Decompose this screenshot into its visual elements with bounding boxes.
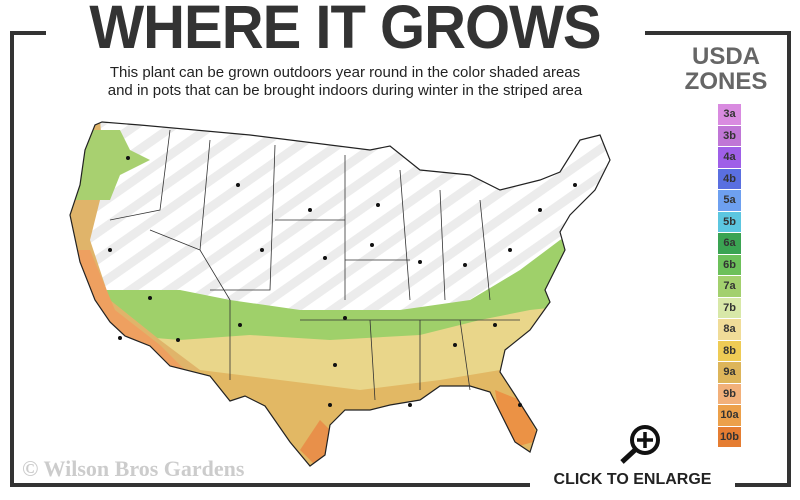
legend-zone-6b: 6b	[718, 254, 741, 275]
legend-title-line: ZONES	[684, 68, 768, 95]
state-borders	[109, 129, 520, 401]
frame-bottom-left	[10, 483, 530, 487]
subtitle: This plant can be grown outdoors year ro…	[45, 64, 645, 100]
legend-zone-9b: 9b	[718, 383, 741, 404]
zone-legend: 3a 3b 4a 4b 5a 5b 6a 6b 7a 7b 8a 8b 9a 9b 10a 10b	[718, 104, 741, 448]
city-dots	[108, 156, 577, 407]
legend-zone-5b: 5b	[718, 211, 741, 232]
legend-zone-10a: 10a	[718, 405, 741, 426]
click-to-enlarge-button[interactable]: CLICK TO ENLARGE	[553, 471, 712, 488]
frame-bottom-right	[735, 483, 791, 487]
legend-zone-8b: 8b	[718, 340, 741, 361]
frame-left	[10, 31, 14, 487]
frame-right	[787, 31, 791, 487]
legend-zone-7a: 7a	[718, 276, 741, 297]
subtitle-line: and in pots that can be brought indoors …	[107, 82, 583, 99]
legend-zone-9a: 9a	[718, 362, 741, 383]
legend-zone-7b: 7b	[718, 297, 741, 318]
legend-zone-5a: 5a	[718, 190, 741, 211]
legend-zone-8a: 8a	[718, 319, 741, 340]
legend-zone-4a: 4a	[718, 147, 741, 168]
frame-top-left	[10, 31, 46, 35]
legend-title-line: USDA	[691, 43, 760, 70]
legend-zone-10b: 10b	[718, 426, 741, 447]
subtitle-line: This plant can be grown outdoors year ro…	[109, 64, 581, 81]
copyright-watermark: © Wilson Bros Gardens	[22, 456, 245, 481]
legend-zone-3a: 3a	[718, 104, 741, 125]
legend-title: USDA ZONES	[676, 44, 776, 94]
legend-zone-3b: 3b	[718, 125, 741, 146]
magnifier-plus-icon[interactable]	[615, 420, 665, 465]
frame-top-right	[645, 31, 791, 35]
page-title: WHERE IT GROWS	[89, 0, 601, 62]
legend-zone-4b: 4b	[718, 168, 741, 189]
legend-zone-6a: 6a	[718, 233, 741, 254]
